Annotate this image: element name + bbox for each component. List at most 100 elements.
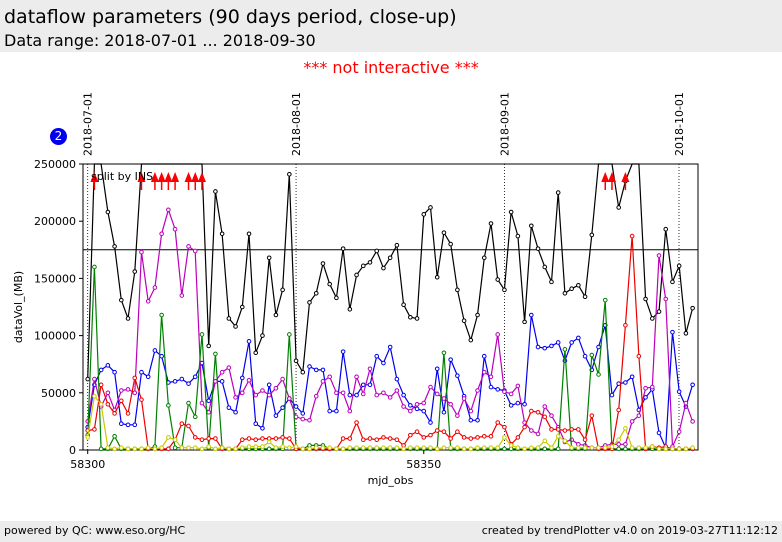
data-point xyxy=(374,437,380,443)
data-point xyxy=(555,446,561,452)
data-point xyxy=(569,445,574,451)
data-point xyxy=(347,392,353,398)
data-point xyxy=(246,377,252,383)
data-point xyxy=(515,445,521,451)
data-point xyxy=(327,374,332,380)
data-point xyxy=(300,369,306,375)
data-point xyxy=(475,417,480,423)
overflow-arrow-head xyxy=(621,172,630,182)
data-point xyxy=(387,344,393,350)
data-point xyxy=(186,445,191,451)
data-point xyxy=(112,244,117,249)
data-point xyxy=(266,446,272,452)
data-point xyxy=(495,387,501,392)
data-point xyxy=(367,436,373,441)
data-point xyxy=(508,403,514,408)
data-point xyxy=(616,407,621,413)
data-point xyxy=(145,374,151,380)
date-marker-label: 2018-10-01 xyxy=(673,92,686,156)
data-point xyxy=(112,411,117,416)
data-point xyxy=(239,304,245,310)
series-yellow xyxy=(85,393,695,452)
data-point xyxy=(213,446,218,452)
data-point xyxy=(132,390,138,396)
data-point xyxy=(125,316,131,321)
data-point xyxy=(582,437,588,443)
data-point xyxy=(287,396,292,401)
data-point xyxy=(320,445,326,451)
data-point xyxy=(179,421,185,426)
not-interactive-notice: *** not interactive *** xyxy=(303,58,479,77)
data-point xyxy=(340,446,346,452)
data-point xyxy=(307,364,312,369)
data-point xyxy=(219,445,225,451)
data-point xyxy=(166,403,171,408)
data-point xyxy=(92,264,97,270)
data-point xyxy=(199,332,205,337)
data-point xyxy=(199,400,205,406)
data-point xyxy=(166,446,171,452)
data-point xyxy=(676,389,682,394)
data-point xyxy=(421,212,427,217)
data-point xyxy=(529,223,534,229)
data-point xyxy=(623,323,628,328)
data-point xyxy=(629,419,635,424)
data-point xyxy=(690,445,695,451)
data-point xyxy=(374,392,380,398)
overflow-arrow-head xyxy=(184,172,193,182)
data-point xyxy=(522,446,527,452)
data-point xyxy=(529,428,534,433)
data-point xyxy=(119,398,124,404)
data-point xyxy=(434,428,440,433)
date-marker-label: 2018-07-01 xyxy=(82,92,95,156)
data-point xyxy=(340,436,346,441)
data-point xyxy=(381,390,386,396)
data-point xyxy=(327,281,332,287)
data-point xyxy=(676,446,682,452)
data-point xyxy=(676,429,682,434)
data-point xyxy=(643,445,648,451)
data-point xyxy=(683,446,689,452)
data-point xyxy=(273,436,279,441)
data-point xyxy=(690,419,695,424)
data-point xyxy=(582,445,588,451)
data-point xyxy=(441,230,447,235)
data-point xyxy=(246,339,252,344)
data-point xyxy=(287,445,292,451)
data-point xyxy=(569,286,574,291)
split-by-ins-annotation: split by INS xyxy=(91,170,153,183)
data-point xyxy=(562,438,568,444)
data-point xyxy=(616,381,621,386)
data-point xyxy=(394,445,400,451)
data-point xyxy=(367,382,373,388)
data-point xyxy=(381,265,386,271)
data-point xyxy=(320,379,326,384)
data-point xyxy=(629,374,635,380)
date-marker-label: 2018-08-01 xyxy=(290,92,303,156)
data-point xyxy=(394,388,400,393)
data-point xyxy=(233,409,238,415)
data-point xyxy=(421,408,427,414)
data-point xyxy=(219,379,225,384)
data-point xyxy=(313,367,319,373)
y-tick-label: 0 xyxy=(69,444,76,457)
data-point xyxy=(206,409,211,415)
data-point xyxy=(340,390,346,396)
x-tick-label: 58350 xyxy=(406,458,441,471)
data-point xyxy=(374,353,380,359)
data-point xyxy=(112,433,117,439)
data-point xyxy=(609,444,615,449)
data-point xyxy=(320,367,326,373)
data-point xyxy=(421,400,427,406)
data-point xyxy=(562,428,568,433)
data-point xyxy=(360,382,366,388)
data-point xyxy=(85,435,91,440)
y-tick-label: 200000 xyxy=(34,215,76,228)
data-point xyxy=(502,389,507,394)
data-point xyxy=(589,445,595,451)
data-point xyxy=(690,305,695,311)
data-point xyxy=(488,384,494,390)
data-point xyxy=(206,444,211,449)
data-point xyxy=(656,309,662,314)
data-point xyxy=(602,297,608,303)
